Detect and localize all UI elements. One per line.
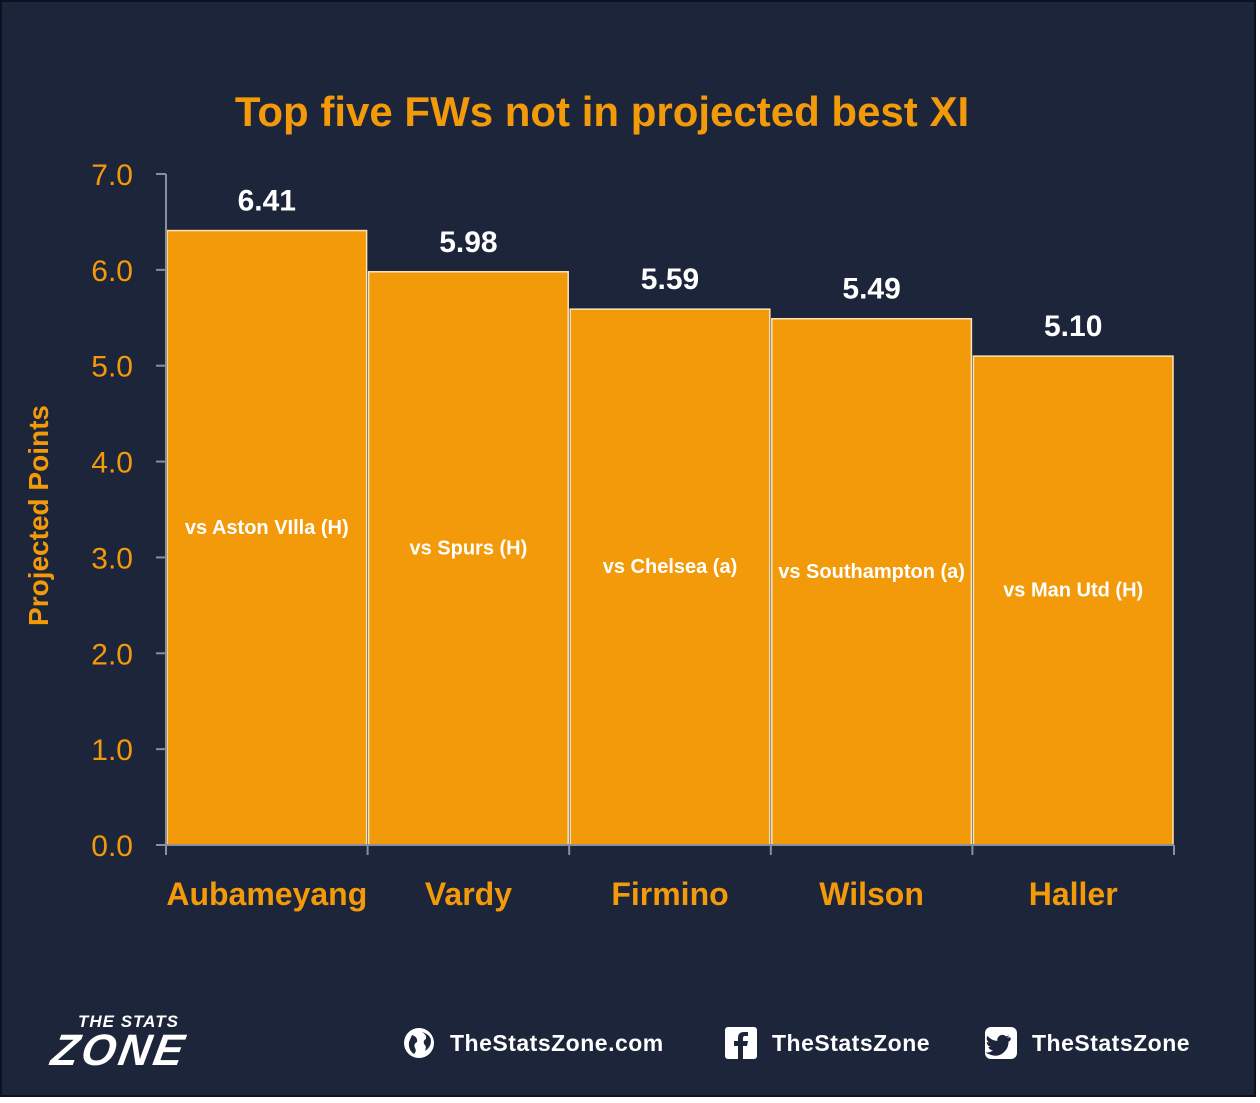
bar-annotation: vs Spurs (H) — [409, 537, 527, 559]
y-tick-label: 0.0 — [91, 830, 133, 863]
y-tick-label: 3.0 — [91, 542, 133, 575]
bar-vardy — [367, 271, 569, 846]
bar-haller — [972, 355, 1174, 846]
y-tick-label: 4.0 — [91, 447, 133, 480]
logo-top-text: THE STATS — [78, 1012, 179, 1031]
bar-annotation: vs Aston VIlla (H) — [185, 517, 349, 539]
y-tick-label: 2.0 — [91, 638, 133, 671]
y-tick-label: 1.0 — [91, 734, 133, 767]
bar-annotation: vs Southampton (a) — [778, 561, 965, 583]
x-tick-label: Wilson — [819, 876, 924, 912]
website-link[interactable]: TheStatsZone.com — [402, 1026, 664, 1060]
bar-chart: Top five FWs not in projected best XI Pro… — [23, 88, 1175, 912]
twitter-text: TheStatsZone — [1032, 1029, 1191, 1056]
twitter-icon — [984, 1026, 1018, 1060]
facebook-link[interactable]: TheStatsZone — [724, 1026, 930, 1060]
y-tick-label: 7.0 — [91, 159, 133, 192]
logo-main-text: ZONE — [47, 1026, 191, 1075]
stats-zone-logo: THE STATS ZONE — [48, 1010, 282, 1080]
value-label: 5.10 — [1044, 310, 1102, 343]
chart-title: Top five FWs not in projected best XI — [235, 88, 969, 135]
y-axis-label: Projected Points — [23, 405, 54, 626]
bar-annotation: vs Man Utd (H) — [1003, 580, 1143, 602]
x-tick-label: Vardy — [425, 876, 512, 912]
bar-annotation: vs Chelsea (a) — [603, 556, 738, 578]
website-text: TheStatsZone.com — [450, 1029, 664, 1056]
value-label: 6.41 — [238, 185, 296, 218]
value-label: 5.49 — [842, 273, 900, 306]
value-label: 5.59 — [641, 263, 699, 296]
y-tick-label: 5.0 — [91, 351, 133, 384]
facebook-text: TheStatsZone — [772, 1029, 931, 1056]
x-tick-label: Haller — [1029, 876, 1118, 912]
bar-wilson — [771, 317, 973, 846]
x-tick-label: Aubameyang — [166, 876, 367, 912]
y-tick-label: 6.0 — [91, 255, 133, 288]
bar-aubameyang — [166, 229, 368, 846]
x-tick-label: Firmino — [611, 876, 728, 912]
twitter-link[interactable]: TheStatsZone — [984, 1026, 1190, 1060]
facebook-icon — [724, 1026, 758, 1060]
value-label: 5.98 — [439, 226, 497, 259]
globe-icon — [402, 1026, 436, 1060]
bar-firmino — [569, 308, 771, 846]
